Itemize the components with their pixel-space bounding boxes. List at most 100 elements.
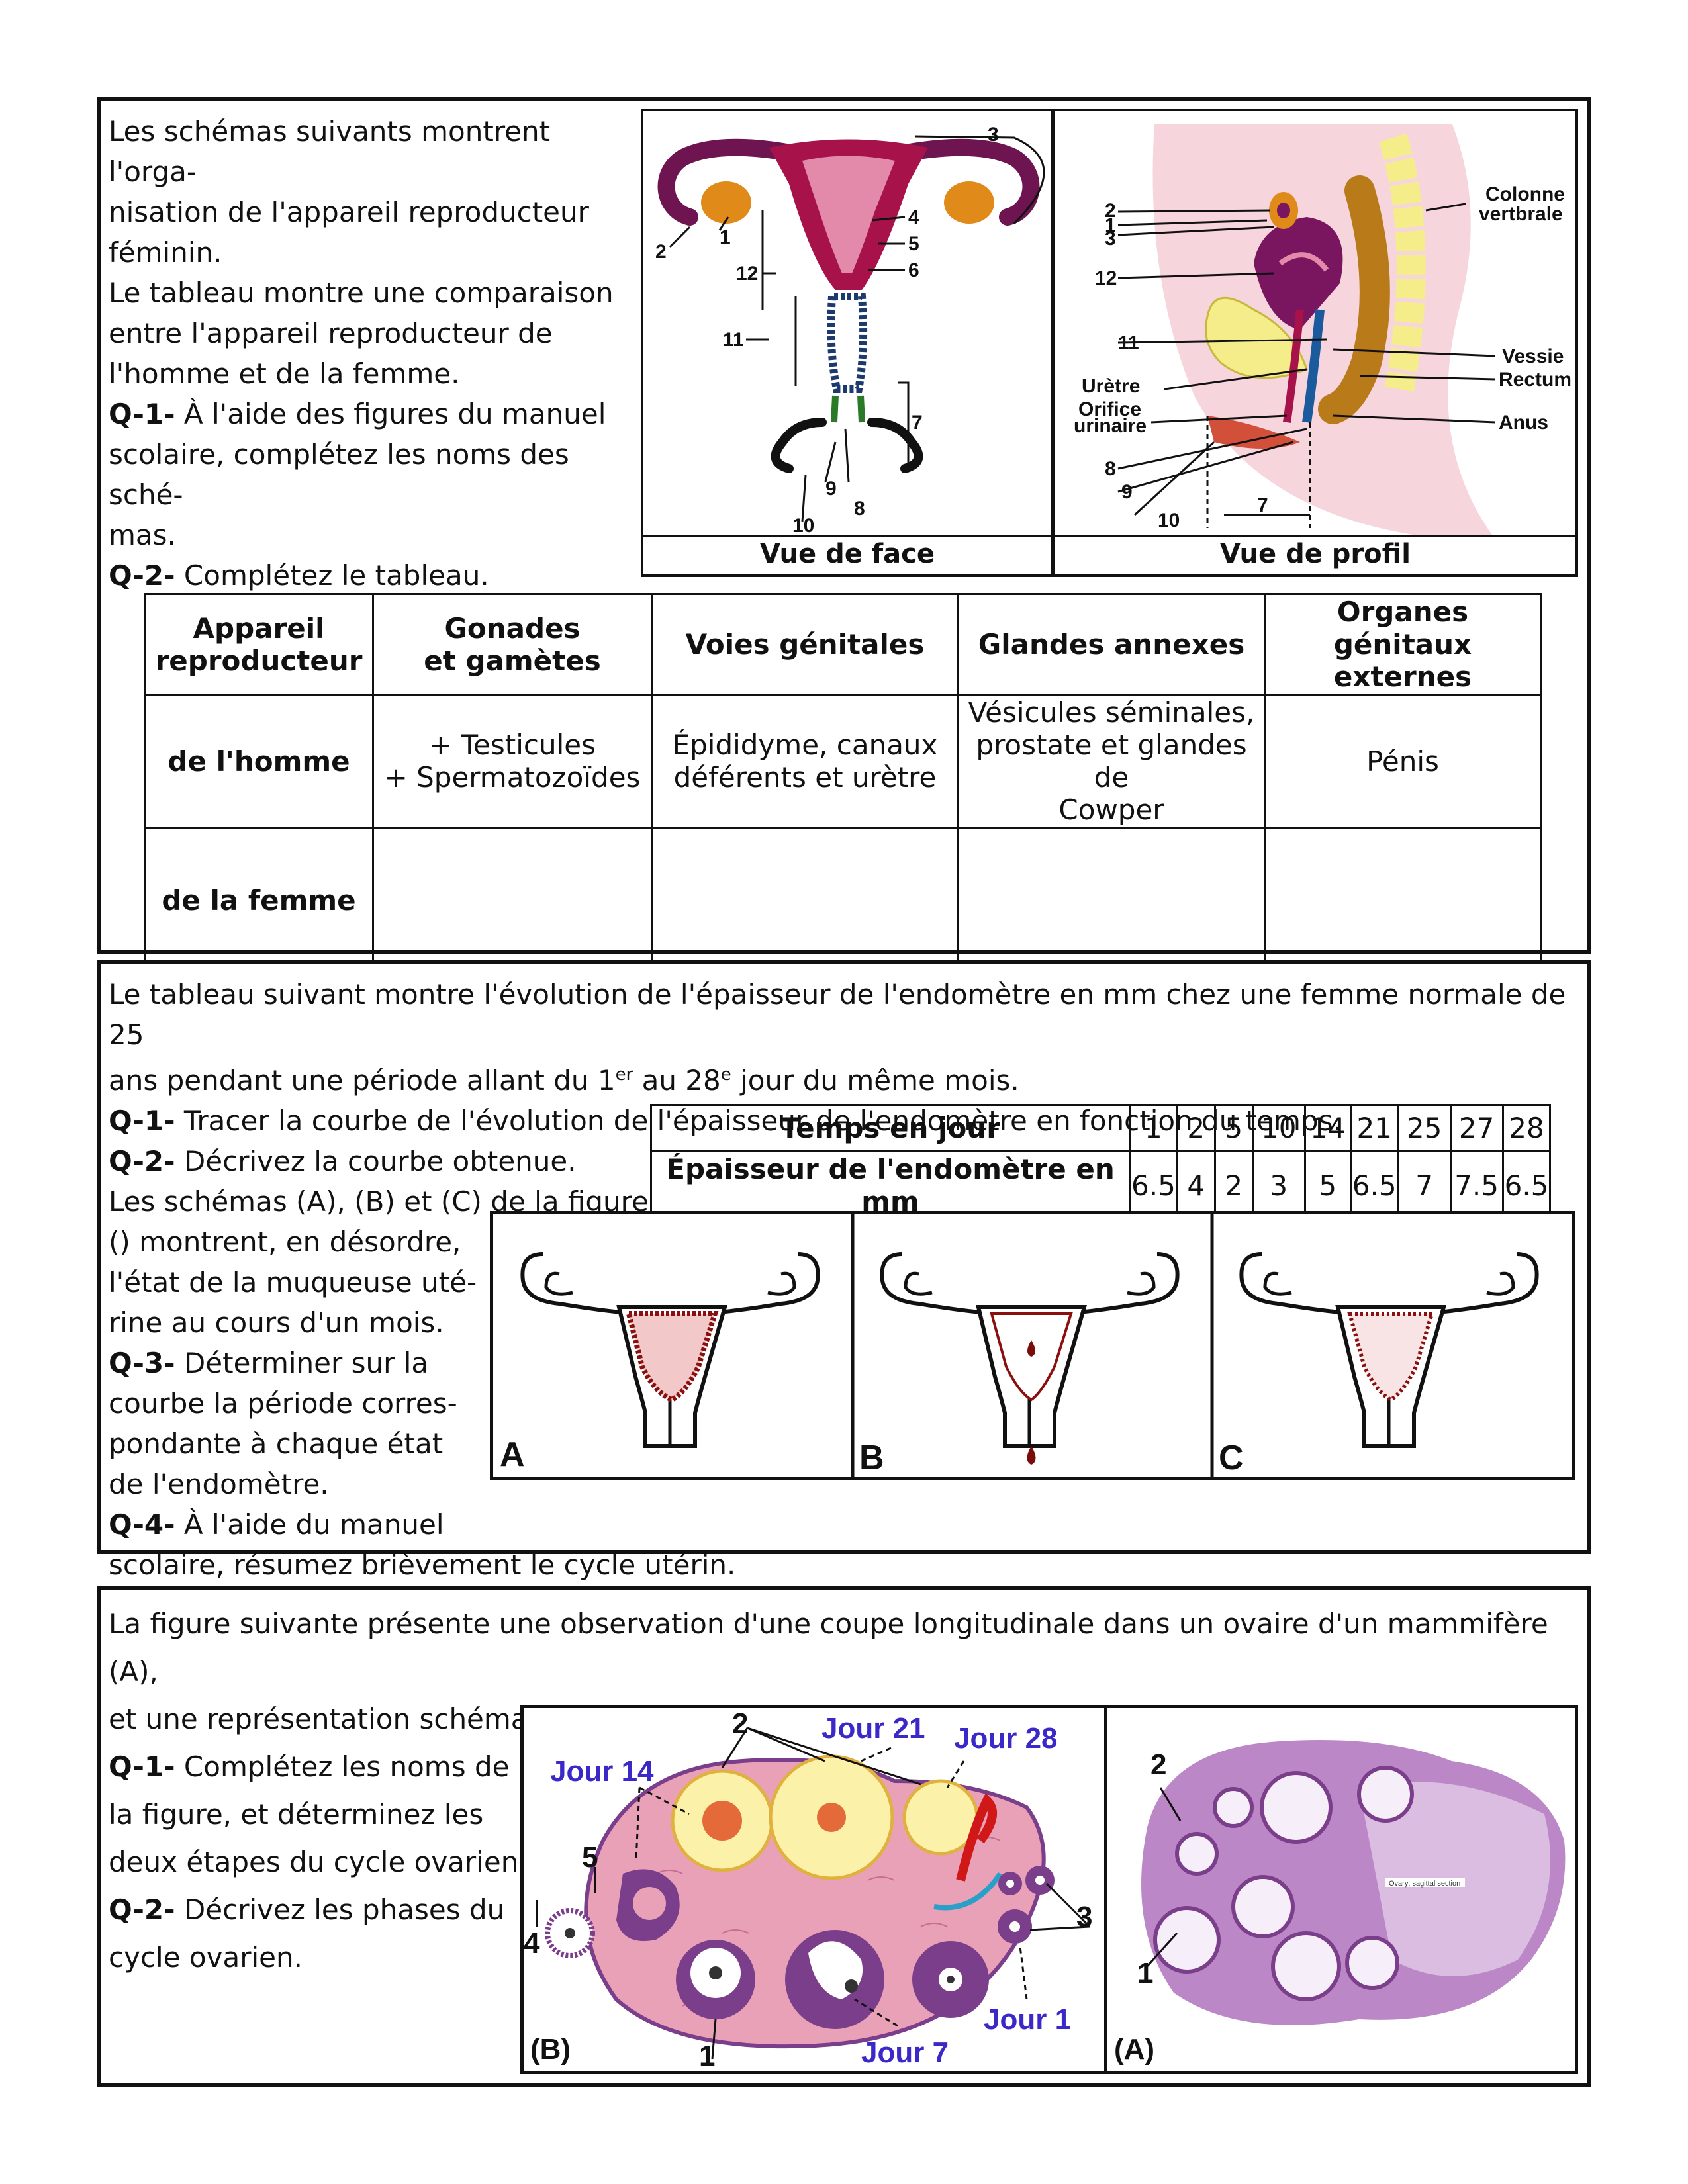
front-label-9: 9 (825, 478, 837, 500)
row-femme-label: de la femme (144, 827, 374, 974)
profile-label-11: 11 (1118, 332, 1139, 354)
q4-text: scolaire, résumez brièvement le cycle ut… (109, 1549, 736, 1581)
cell-femme-gonades[interactable] (372, 827, 653, 974)
intro-line: Le tableau montre une comparaison (109, 277, 614, 309)
q2-text: cycle ovarien. (109, 1941, 303, 1974)
front-label-6: 6 (908, 259, 919, 281)
header-glandes: Glandes annexes (957, 593, 1266, 696)
label-jour1: Jour 1 (984, 2003, 1071, 2036)
cell-femme-voies[interactable] (651, 827, 959, 974)
thickness-cell: 4 (1176, 1150, 1216, 1220)
caption-front-box (641, 535, 1054, 577)
front-label-1: 1 (720, 226, 731, 248)
profile-label-rectum: Rectum (1499, 369, 1571, 390)
q2-text: Complétez le tableau. (175, 559, 489, 592)
label-jour28: Jour 28 (954, 1722, 1058, 1754)
cell-femme-organes[interactable] (1264, 827, 1542, 974)
thickness-cell: 6.5 (1129, 1150, 1178, 1220)
thickness-cell: 2 (1213, 1150, 1254, 1220)
thickness-cell: 7 (1397, 1150, 1452, 1220)
text-line: () montrent, en désordre, (109, 1226, 461, 1258)
profile-label-urinaire: urinaire (1074, 415, 1147, 437)
front-label-11: 11 (723, 329, 744, 351)
front-view-figure: 3 1 2 4 5 6 12 11 7 9 8 10 (641, 109, 1054, 537)
q2-label: Q-2- (109, 1145, 175, 1177)
label-jour14: Jour 14 (550, 1755, 654, 1788)
label-3: 3 (1076, 1901, 1092, 1933)
intro-line: entre l'appareil reproducteur de (109, 317, 553, 349)
day-cell: 10 (1251, 1104, 1306, 1152)
uterus-panels: A B C (490, 1211, 1575, 1480)
front-label-4: 4 (908, 206, 919, 228)
cell-homme-organes: Pénis (1264, 694, 1542, 829)
day-cell: 27 (1449, 1104, 1504, 1152)
label-2: 2 (732, 1708, 748, 1740)
row-time-label: Temps en jour (650, 1104, 1131, 1152)
q3-label: Q-3- (109, 1347, 175, 1379)
cell-homme-gonades: + Testicules + Spermatozoïdes (372, 694, 653, 829)
q1-label: Q-1- (109, 398, 175, 430)
front-label-3: 3 (988, 124, 999, 146)
q2-label: Q-2- (109, 1893, 175, 1926)
q4-text: À l'aide du manuel (175, 1508, 444, 1541)
q2-text: Décrivez la courbe obtenue. (175, 1145, 577, 1177)
endometrium-table: Temps en jour 1 2 5 10 14 21 25 27 28 Ép… (650, 1104, 1552, 1220)
q2-label: Q-2- (109, 559, 175, 592)
q4-label: Q-4- (109, 1508, 175, 1541)
profile-label-colonne: Colonne (1485, 183, 1565, 205)
q1-label: Q-1- (109, 1105, 175, 1137)
thickness-cell: 6.5 (1349, 1150, 1399, 1220)
q1-text: mas. (109, 519, 176, 551)
front-label-5: 5 (908, 233, 919, 255)
thickness-cell: 6.5 (1501, 1150, 1552, 1220)
front-view-diagram: 3 1 2 4 5 6 12 11 7 9 8 10 (655, 124, 1045, 537)
front-label-2: 2 (655, 241, 667, 263)
thickness-cell: 7.5 (1449, 1150, 1504, 1220)
label-5: 5 (582, 1841, 598, 1874)
row-homme-label: de l'homme (144, 694, 374, 829)
profile-label-3: 3 (1105, 228, 1116, 250)
q1-text: deux étapes du cycle ovarien. (109, 1846, 528, 1878)
ovary-histology-A: Ovary; sagittal section 2 1 (A) (1104, 1705, 1578, 2074)
q3-text: courbe la période corres- (109, 1387, 457, 1420)
q1-text: Complétez les noms de (175, 1751, 510, 1783)
header-gonades: Gonades et gamètes (372, 593, 653, 696)
profile-label-12: 12 (1095, 267, 1117, 289)
caption-front: Vue de face (760, 539, 935, 569)
label-jour7: Jour 7 (861, 2036, 949, 2069)
front-label-7: 7 (912, 412, 923, 433)
profile-label-anus: Anus (1499, 412, 1548, 433)
profile-label-10: 10 (1158, 510, 1180, 531)
profile-view-figure: 2 1 3 12 11 Urètre Orifice urinaire 8 9 … (1053, 109, 1578, 537)
cell-femme-glandes[interactable] (957, 827, 1266, 974)
panel-label-A: A (500, 1435, 525, 1474)
label-1: 1 (1137, 1957, 1153, 1989)
front-label-10: 10 (792, 515, 814, 535)
intro-line: l'homme et de la femme. (109, 357, 460, 390)
day-cell: 1 (1129, 1104, 1178, 1152)
text-line: l'état de la muqueuse uté- (109, 1266, 477, 1298)
intro-line: Les schémas suivants montrent l'orga- (109, 115, 551, 188)
ovary-histology-A-svg: Ovary; sagittal section 2 1 (A) (1114, 1740, 1566, 2066)
intro-line: ans pendant une période allant du 1er au… (109, 1064, 1019, 1097)
profile-label-9: 9 (1121, 481, 1133, 503)
uterus-panels-diagram: A B C (500, 1214, 1572, 1477)
profile-label-vessie: Vessie (1502, 345, 1564, 367)
profile-label-uretre: Urètre (1082, 375, 1140, 397)
day-cell: 2 (1176, 1104, 1216, 1152)
intro-line: Le tableau suivant montre l'évolution de… (109, 978, 1566, 1051)
cell-homme-voies: Épididyme, canaux déférents et urètre (651, 694, 959, 829)
cell-homme-glandes: Vésicules séminales, prostate et glandes … (957, 694, 1266, 829)
q3-text: Déterminer sur la (175, 1347, 429, 1379)
profile-label-vertbrale: vertbrale (1479, 203, 1563, 225)
caption-profile-box (1053, 535, 1578, 577)
header-voies: Voies génitales (651, 593, 959, 696)
q3-text: de l'endomètre. (109, 1468, 329, 1500)
q1-text: la figure, et déterminez les (109, 1798, 484, 1831)
thickness-cell: 3 (1251, 1150, 1306, 1220)
panel-label-B: (B) (530, 2033, 571, 2066)
intro-line: féminin. (109, 236, 222, 269)
day-cell: 14 (1303, 1104, 1352, 1152)
header-appareil: Appareil reproducteur (144, 593, 374, 696)
caption-profile: Vue de profil (1220, 539, 1411, 569)
